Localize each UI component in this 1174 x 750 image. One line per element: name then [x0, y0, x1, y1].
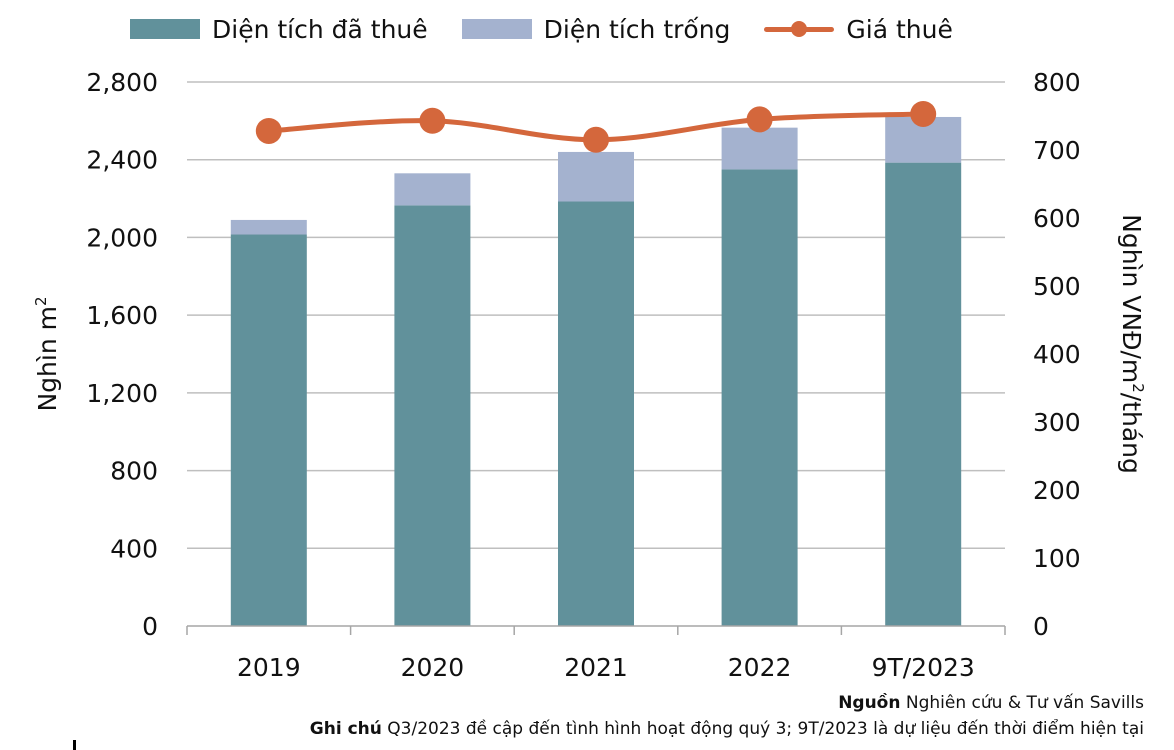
y-left-tick-label: 400	[110, 534, 158, 563]
y-right-tick-label: 100	[1033, 544, 1081, 573]
rent-point	[746, 106, 773, 133]
y-left-tick-label: 2,800	[86, 68, 158, 97]
x-tick-label: 2020	[401, 653, 465, 682]
chart-notes: Nguồn Nghiên cứu & Tư vấn Savills Ghi ch…	[310, 690, 1144, 742]
y-left-tick-label: 0	[142, 612, 158, 641]
footnote: Ghi chú Q3/2023 đề cập đến tình hình hoạ…	[310, 716, 1144, 742]
x-tick-label: 2019	[237, 653, 301, 682]
y-left-tick-label: 2,000	[86, 223, 158, 252]
legend-item-rent: Giá thuê	[764, 14, 953, 44]
rent-point	[419, 107, 446, 134]
bar-vacant	[230, 219, 307, 235]
y-right-tick-label: 800	[1033, 68, 1081, 97]
bar-vacant	[721, 127, 798, 170]
y-right-tick-label: 200	[1033, 476, 1081, 505]
y-right-tick-label: 400	[1033, 340, 1081, 369]
y-left-tick-label: 1,600	[86, 301, 158, 330]
bar-leased	[721, 169, 798, 626]
rent-point	[583, 126, 609, 153]
bar-vacant	[558, 151, 634, 202]
bar-leased	[394, 205, 471, 626]
legend-swatch-rent	[764, 19, 835, 39]
source-note: Nguồn Nghiên cứu & Tư vấn Savills	[310, 690, 1144, 716]
y-right-axis-label: Nghìn VNĐ/m2/tháng	[1117, 214, 1147, 474]
bar-vacant	[394, 173, 471, 206]
x-tick-label: 2021	[564, 653, 628, 682]
source-text: Nghiên cứu & Tư vấn Savills	[900, 693, 1144, 713]
y-left-tick-label: 2,400	[86, 146, 158, 175]
legend-swatch-vacant	[461, 19, 532, 39]
chart-legend: Diện tích đã thuê Diện tích trống Giá th…	[130, 12, 953, 46]
bar-leased	[230, 234, 307, 626]
y-right-tick-label: 500	[1033, 272, 1081, 301]
legend-item-leased: Diện tích đã thuê	[130, 15, 428, 44]
bar-leased	[885, 162, 962, 626]
y-right-tick-label: 0	[1033, 612, 1049, 641]
x-tick-label: 9T/2023	[872, 653, 975, 682]
y-right-tick-label: 300	[1033, 408, 1081, 437]
source-label: Nguồn	[838, 693, 901, 713]
corner-mark	[73, 740, 76, 750]
y-right-tick-label: 700	[1033, 136, 1081, 165]
y-left-tick-label: 1,200	[86, 379, 158, 408]
rent-point	[255, 117, 282, 144]
legend-item-vacant: Diện tích trống	[461, 14, 731, 44]
note-label: Ghi chú	[309, 719, 382, 739]
y-left-axis-label: Nghìn m2	[32, 296, 62, 411]
legend-swatch-leased	[130, 19, 200, 39]
note-text: Q3/2023 đề cập đến tình hình hoạt động q…	[381, 719, 1144, 739]
y-right-tick-label: 600	[1033, 204, 1081, 233]
legend-label-leased: Diện tích đã thuê	[212, 14, 428, 44]
y-left-tick-label: 800	[110, 457, 158, 486]
legend-label-vacant: Diện tích trống	[543, 14, 731, 44]
x-tick-label: 2022	[728, 653, 792, 682]
legend-label-rent: Giá thuê	[846, 14, 953, 44]
bar-leased	[558, 201, 634, 626]
rent-point	[910, 100, 937, 127]
